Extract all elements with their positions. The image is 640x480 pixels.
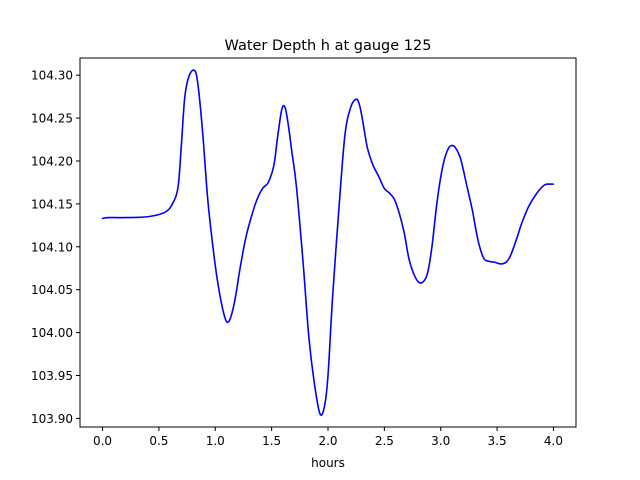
x-tick-label: 4.0: [544, 434, 563, 448]
y-tick-label: 104.15: [31, 197, 73, 211]
x-tick-label: 0.5: [149, 434, 168, 448]
y-tick-label: 104.20: [31, 154, 73, 168]
y-tick-label: 104.25: [31, 112, 73, 126]
y-tick-label: 104.10: [31, 240, 73, 254]
x-tick-label: 3.5: [488, 434, 507, 448]
x-tick-label: 2.5: [375, 434, 394, 448]
x-axis-label: hours: [311, 456, 345, 470]
axis-ticks: 0.0 0.5 1.0 1.5 2.0 2.5 3.0 3.5 4.0 103.90 103.95 1…: [31, 69, 563, 448]
y-tick-label: 104.05: [31, 283, 73, 297]
chart-title: Water Depth h at gauge 125: [225, 38, 432, 54]
y-tick-label: 103.95: [31, 369, 73, 383]
x-tick-label: 3.0: [431, 434, 450, 448]
x-tick-label: 1.0: [206, 434, 225, 448]
y-tick-label: 104.00: [31, 326, 73, 340]
y-tick-label: 103.90: [31, 412, 73, 426]
x-tick-label: 2.0: [318, 434, 337, 448]
x-tick-label: 1.5: [262, 434, 281, 448]
y-tick-label: 104.30: [31, 69, 73, 83]
plot-frame: [79, 57, 577, 428]
series-layer: [101, 69, 555, 416]
x-tick-label: 0.0: [93, 434, 112, 448]
series-line-0: [101, 69, 555, 416]
